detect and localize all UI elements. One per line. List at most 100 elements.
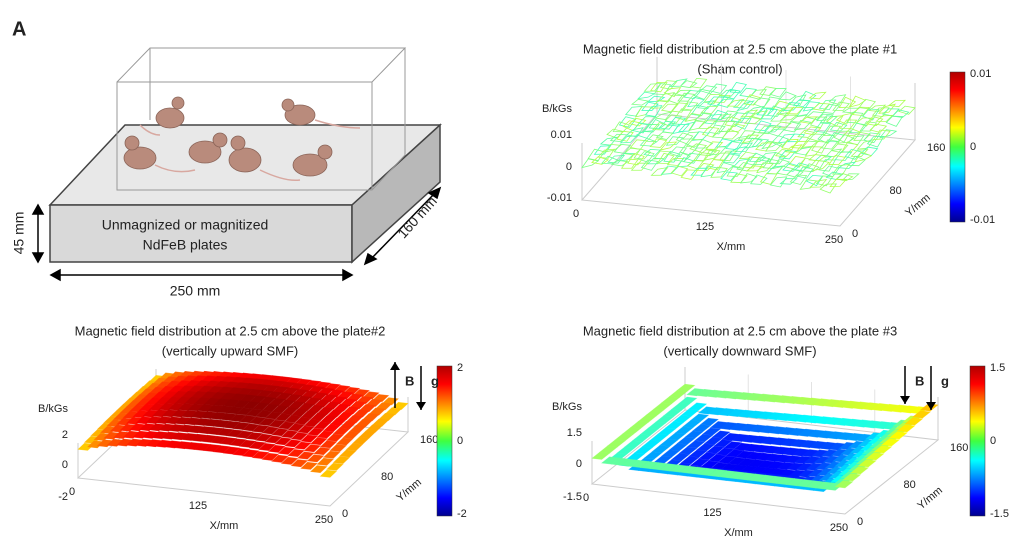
z-tick-label: 0 xyxy=(566,161,572,173)
colorbar-tick-label: -0.01 xyxy=(970,214,995,226)
x-tick-label: 250 xyxy=(825,234,843,246)
surface-patch xyxy=(809,179,828,188)
surface-patch xyxy=(671,123,690,135)
surface-patch xyxy=(850,466,869,475)
surface-patch xyxy=(306,427,325,436)
surface-patch xyxy=(647,421,667,430)
surface-patch xyxy=(869,123,888,133)
surface-patch xyxy=(687,96,705,108)
surface-patch xyxy=(635,130,654,139)
surface-patch xyxy=(622,120,641,132)
surface-patch xyxy=(669,78,688,87)
y-tick-label: 160 xyxy=(927,142,945,154)
x-tick-label: 0 xyxy=(573,208,579,220)
surface-patch xyxy=(229,438,247,447)
surface-patch xyxy=(743,115,762,125)
z-tick-label: 0.01 xyxy=(551,129,572,141)
surface-patch xyxy=(649,138,668,148)
surface-patch xyxy=(639,427,659,436)
surface-patch xyxy=(698,120,716,129)
surface-patch xyxy=(679,143,697,156)
surface-patch xyxy=(822,103,841,114)
surface-patch xyxy=(858,98,877,110)
surface-patch xyxy=(725,139,744,150)
cage xyxy=(116,47,407,191)
surface-patch xyxy=(654,111,673,120)
z-tick-label: -0.01 xyxy=(547,192,572,204)
surface-patch xyxy=(739,87,758,98)
y-tick-label: 0 xyxy=(852,228,858,240)
surface-patch xyxy=(763,124,782,133)
surface-patch xyxy=(700,105,719,115)
surface-patch xyxy=(643,148,662,157)
surface-patch xyxy=(339,449,357,458)
surface-patch xyxy=(720,171,738,181)
surface-patch xyxy=(280,456,299,465)
surface-patch xyxy=(248,441,267,450)
surface-patch xyxy=(703,94,721,104)
surface-patch xyxy=(819,183,838,194)
surface-patch xyxy=(836,133,855,144)
surface-patch xyxy=(833,130,852,143)
surface-patch xyxy=(696,163,715,171)
surface-patch xyxy=(306,454,325,463)
surface-patch xyxy=(716,162,735,174)
surface-patch xyxy=(734,117,752,130)
surface-patch xyxy=(655,415,675,424)
z-tick-label: 1.5 xyxy=(567,427,582,439)
surface-patch xyxy=(258,418,276,426)
surface-patch xyxy=(749,89,767,100)
surface-patch xyxy=(750,110,769,120)
y-tick-label: 160 xyxy=(420,434,438,446)
surface-patch xyxy=(854,151,873,163)
surface-patch xyxy=(769,176,788,188)
surface-patch xyxy=(287,423,306,432)
surface-patch xyxy=(650,99,669,109)
surface-patch xyxy=(849,122,868,134)
x-axis-label: X/mm xyxy=(724,527,753,539)
x-tick-label: 250 xyxy=(830,522,848,534)
surface-patch xyxy=(675,132,694,145)
surface-patch xyxy=(610,159,630,167)
plot-title: Magnetic field distribution at 2.5 cm ab… xyxy=(583,323,897,338)
surface-patch xyxy=(891,109,910,118)
surface-patch xyxy=(811,141,829,154)
surface-patch xyxy=(670,165,689,177)
surface-patch xyxy=(896,424,916,433)
surface-patch xyxy=(760,108,778,120)
z-axis-label: B/kGs xyxy=(542,103,572,115)
surface-patch xyxy=(630,98,650,106)
surface-plot: Magnetic field distribution at 2.5 cm ab… xyxy=(542,41,995,252)
surface-patch xyxy=(287,449,305,457)
surface-patch xyxy=(668,117,687,127)
surface-patch xyxy=(783,121,802,133)
surface-patch xyxy=(673,151,691,162)
surface-patch xyxy=(345,443,364,451)
surface-patch xyxy=(637,151,655,163)
arrow-head xyxy=(390,362,400,370)
surface-patch xyxy=(300,434,318,443)
surface-patch xyxy=(335,437,354,446)
surface-patch xyxy=(803,126,822,136)
surface-patch xyxy=(779,178,798,185)
colorbar xyxy=(436,365,453,517)
surface-patch xyxy=(871,107,890,118)
surface-patch xyxy=(845,111,864,124)
surface-patch xyxy=(797,129,816,138)
surface-patch xyxy=(848,95,867,108)
surface-patch xyxy=(660,103,679,113)
x-tick-label: 0 xyxy=(583,492,589,504)
surface-patch xyxy=(319,440,338,449)
surface-patch xyxy=(784,144,803,154)
colorbar-tick-label: -1.5 xyxy=(990,508,1009,520)
surface-patch xyxy=(857,459,877,468)
z-tick-label: 2 xyxy=(62,429,68,441)
surface-patch xyxy=(284,439,302,448)
surface-patch xyxy=(642,124,661,133)
surface-patch xyxy=(624,440,644,449)
surface-patch xyxy=(268,419,286,428)
surface-patch xyxy=(705,141,724,150)
surface-patch xyxy=(755,142,773,152)
colorbar xyxy=(969,365,986,517)
